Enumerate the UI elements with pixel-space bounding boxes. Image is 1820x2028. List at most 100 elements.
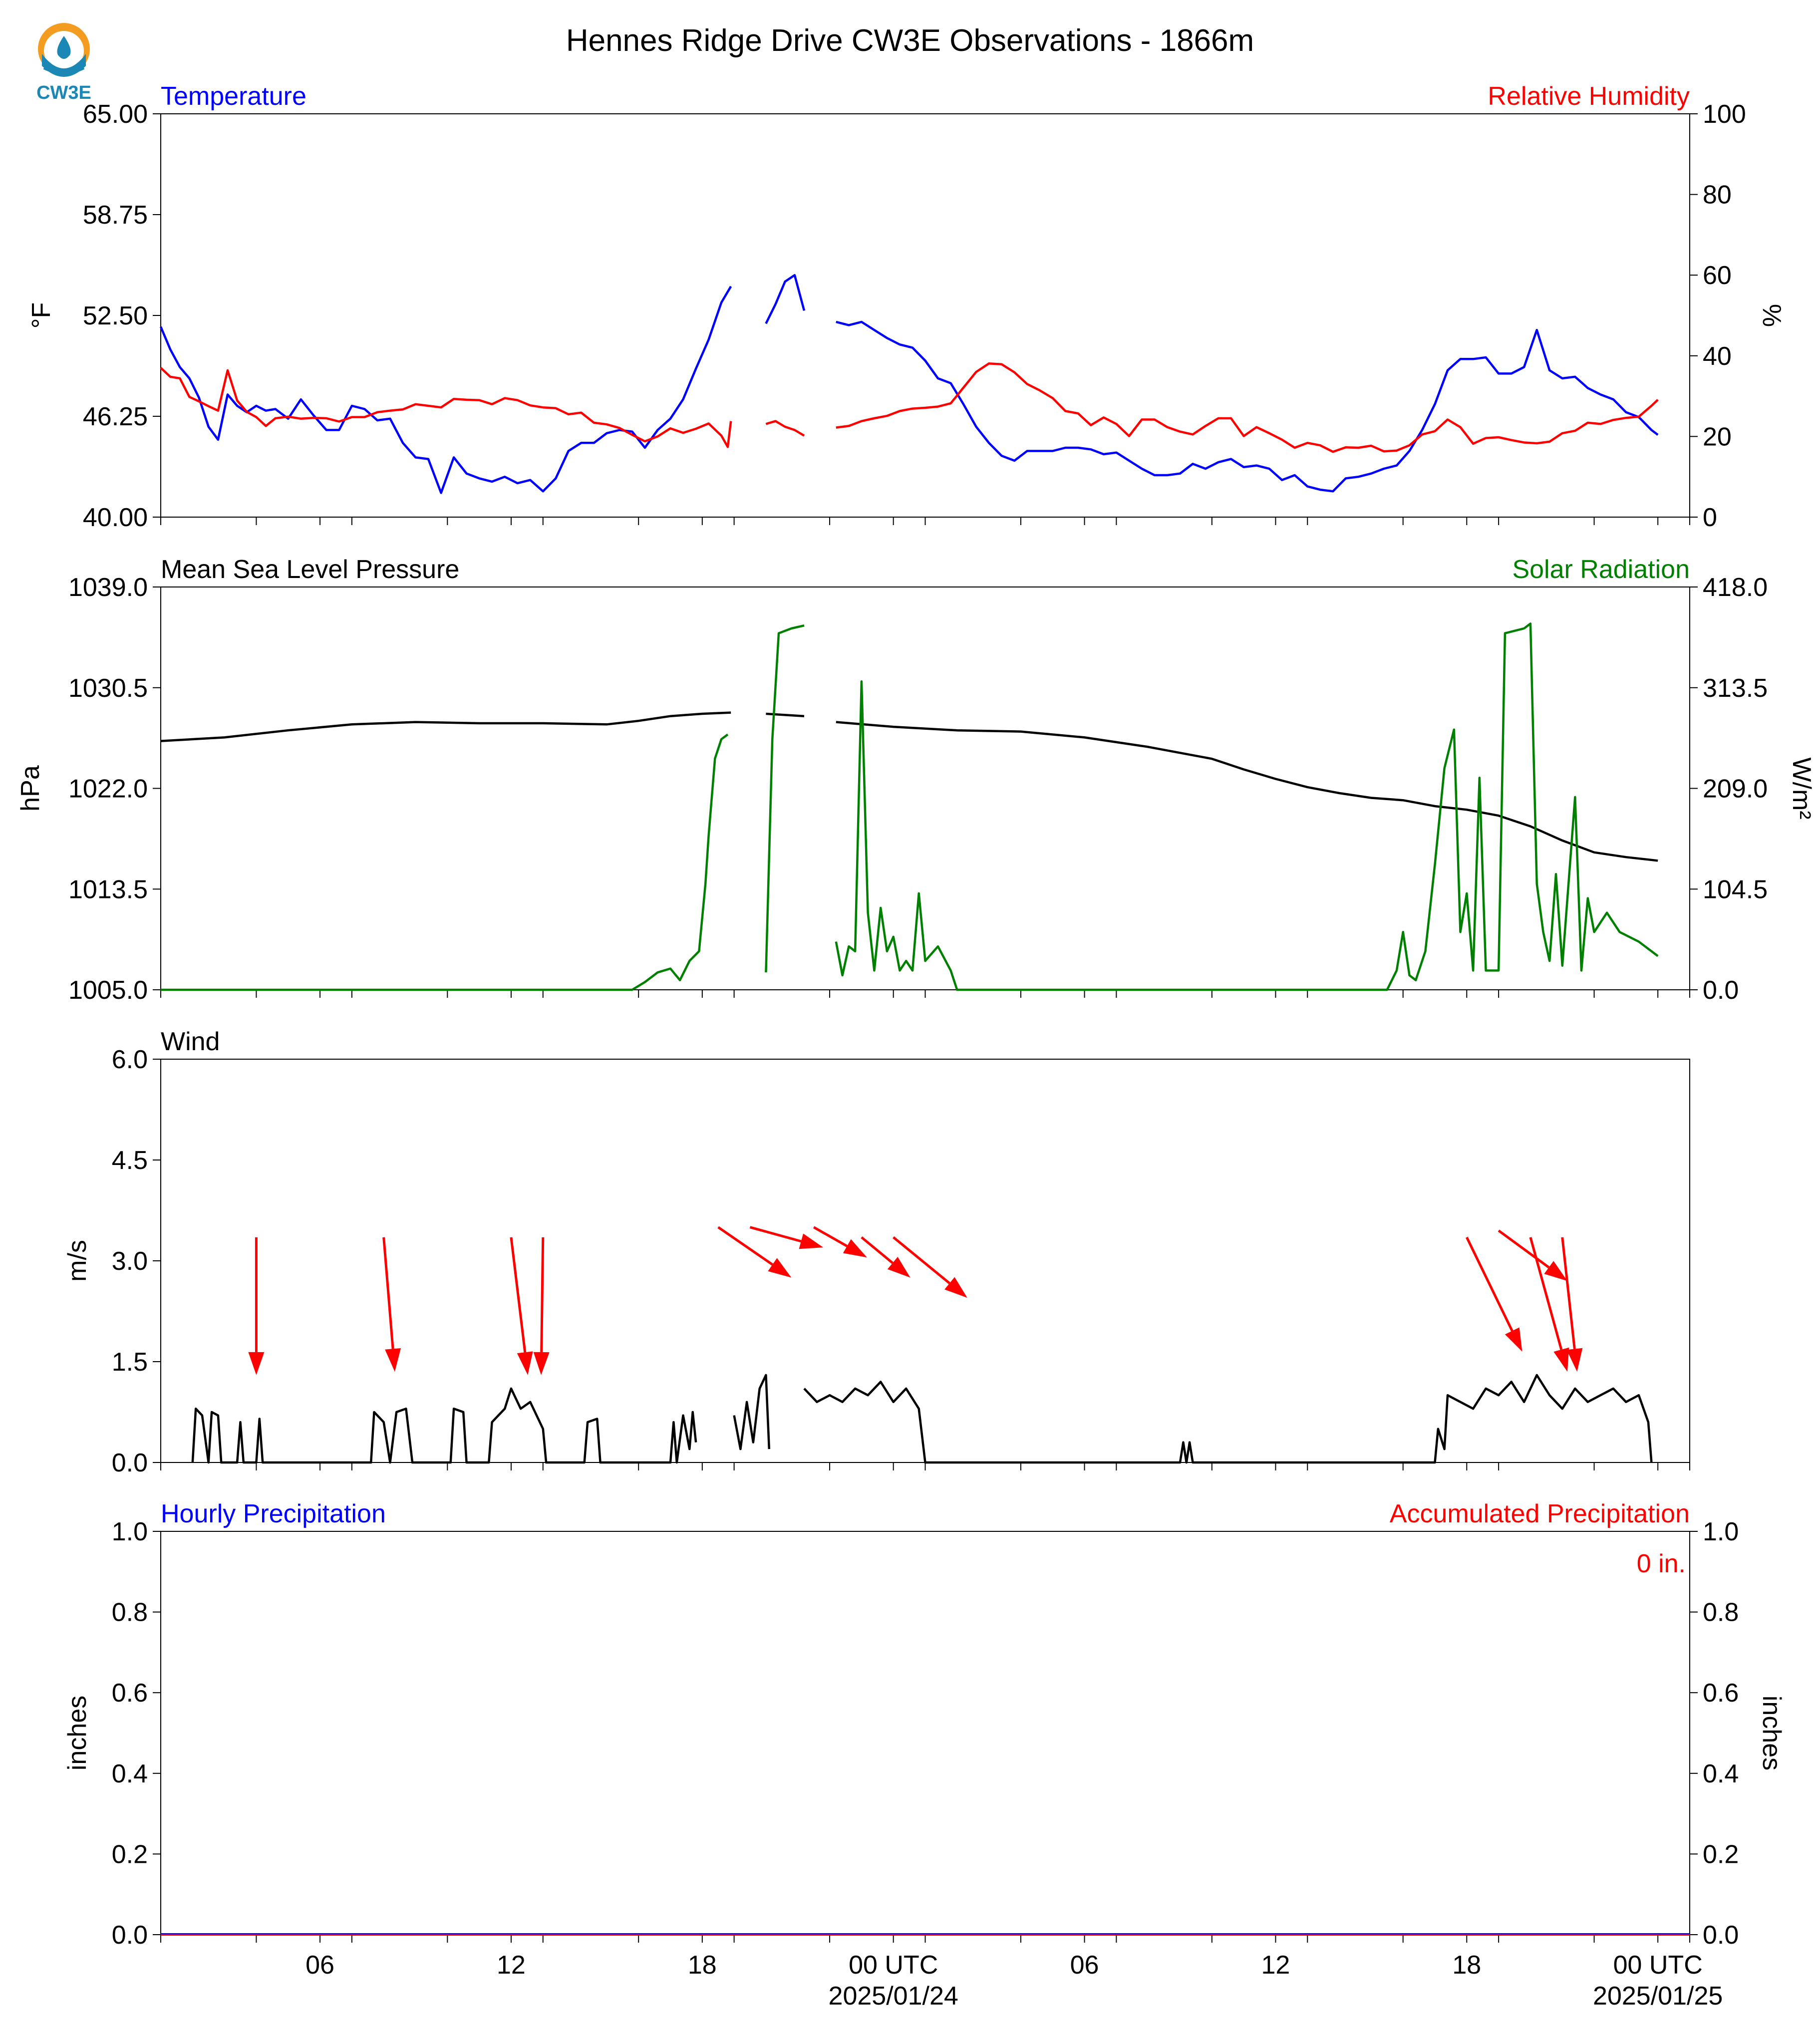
y-tick-label-right: 0 <box>1703 503 1717 532</box>
y-tick-label-right: 104.5 <box>1703 875 1768 904</box>
x-tick-label: 18 <box>1452 1951 1481 1980</box>
series-line-solar-radiation <box>161 733 729 991</box>
y-tick-label-right: 0.6 <box>1703 1679 1739 1708</box>
wind-arrow-shaft <box>1466 1236 1514 1332</box>
wind-arrow-shaft <box>749 1226 802 1243</box>
series-line-temperature <box>765 274 806 324</box>
panel-precipitation: Hourly Precipitation Accumulated Precipit… <box>63 1499 1786 2011</box>
y-tick-label: 6.0 <box>112 1045 148 1074</box>
accumulated-total-label: 0 in. <box>1637 1549 1686 1578</box>
wind-arrow-head <box>799 1233 824 1249</box>
y-tick-label: 4.5 <box>112 1146 148 1175</box>
series-line-relative-humidity <box>160 367 732 448</box>
logo-text: CW3E <box>36 82 91 103</box>
series-line-temperature <box>836 320 1659 493</box>
y-axis-label: hPa <box>16 765 45 812</box>
y-tick-label: 3.0 <box>112 1247 148 1276</box>
series-line-temperature <box>159 286 732 494</box>
y-tick-label: 0.8 <box>112 1598 148 1627</box>
wind-arrow-shaft <box>717 1226 773 1266</box>
panel-pressure-solar: Mean Sea Level Pressure Solar Radiation 10… <box>16 555 1816 1005</box>
y-tick-label-right: 0.0 <box>1703 976 1739 1005</box>
panel-left-title: Hourly Precipitation <box>161 1499 386 1528</box>
x-tick-label: 00 UTC <box>1613 1951 1703 1980</box>
panel-left-title: Wind <box>161 1027 220 1056</box>
panel-left-title: Mean Sea Level Pressure <box>161 555 459 584</box>
series-line-mean-sea-level-pressure <box>160 711 731 742</box>
panels: Temperature Relative Humidity 40.00 46.25 52… <box>16 82 1816 2011</box>
wind-arrow-shaft <box>1529 1237 1563 1350</box>
y-tick-label: 52.50 <box>83 301 148 330</box>
wind-arrow-shaft <box>861 1236 894 1264</box>
y-axis-label: m/s <box>63 1240 92 1282</box>
series-line-wind-speed <box>803 1374 1653 1464</box>
y-tick-label: 1.0 <box>112 1517 148 1546</box>
y-axis-label: °F <box>27 302 56 329</box>
y-tick-label: 1013.5 <box>68 875 148 904</box>
panel-left-title: Temperature <box>161 82 306 111</box>
y-tick-label: 1030.5 <box>68 674 148 703</box>
wind-arrow-head <box>944 1277 967 1298</box>
x-date-label: 2025/01/24 <box>829 1982 958 2011</box>
cw3e-logo: CW3E <box>29 18 99 103</box>
panel-right-title: Relative Humidity <box>1488 82 1690 111</box>
wind-arrow-head <box>1553 1347 1569 1372</box>
series-line-mean-sea-level-pressure <box>766 712 805 717</box>
y-tick-label-right: 100 <box>1703 100 1746 129</box>
series-line-mean-sea-level-pressure <box>836 721 1658 862</box>
y-tick-label-right: 1.0 <box>1703 1517 1739 1546</box>
wind-arrow-shaft <box>893 1236 950 1284</box>
y-tick-label-right: 0.2 <box>1703 1840 1739 1869</box>
series-line-relative-humidity <box>765 420 805 437</box>
plot-frame <box>160 1531 1690 1935</box>
series-line-solar-radiation <box>765 624 805 973</box>
y-tick-label: 46.25 <box>83 402 148 431</box>
figure-title: Hennes Ridge Drive CW3E Observations - 1… <box>566 23 1254 58</box>
y-tick-label: 0.6 <box>112 1679 148 1708</box>
x-date-label: 2025/01/25 <box>1593 1982 1723 2011</box>
y-axis-label-right: W/m² <box>1787 757 1816 819</box>
series-line-wind-speed <box>191 1387 697 1464</box>
y-tick-label-right: 313.5 <box>1703 674 1768 703</box>
wind-arrow-head <box>768 1258 792 1278</box>
x-tick-label: 06 <box>1070 1951 1099 1980</box>
wind-arrow-shaft <box>1561 1237 1576 1349</box>
y-tick-label: 1005.0 <box>68 976 148 1005</box>
y-tick-label-right: 209.0 <box>1703 775 1768 804</box>
plot-frame <box>160 113 1690 518</box>
wind-arrow-head <box>385 1348 401 1372</box>
series-line-relative-humidity <box>836 362 1659 453</box>
x-tick-label: 12 <box>1261 1951 1290 1980</box>
y-axis-label: inches <box>63 1696 92 1770</box>
y-tick-label: 1039.0 <box>68 573 148 602</box>
y-tick-label-right: 20 <box>1703 422 1732 451</box>
y-tick-label: 58.75 <box>83 201 148 230</box>
series-line-wind-speed <box>733 1374 771 1450</box>
wind-arrow-head <box>517 1351 533 1375</box>
wind-arrow-head <box>843 1239 867 1258</box>
wind-arrow-head <box>1544 1261 1567 1281</box>
wind-arrow-shaft <box>382 1237 394 1349</box>
y-axis-label-right: % <box>1757 304 1786 327</box>
panel-right-title: Solar Radiation <box>1512 555 1690 584</box>
y-tick-label-right: 80 <box>1703 181 1732 210</box>
wind-arrow-head <box>533 1352 550 1375</box>
y-tick-label: 0.0 <box>112 1921 148 1950</box>
y-axis-label-right: inches <box>1757 1696 1786 1770</box>
y-tick-label: 0.0 <box>112 1449 148 1477</box>
y-tick-label: 0.4 <box>112 1759 148 1788</box>
series-line-solar-radiation <box>835 622 1659 991</box>
y-tick-label-right: 0.4 <box>1703 1759 1739 1788</box>
wind-arrow-shaft <box>1498 1229 1550 1269</box>
y-tick-label: 0.2 <box>112 1840 148 1869</box>
panel-temperature-humidity: Temperature Relative Humidity 40.00 46.25 52… <box>27 82 1786 532</box>
y-tick-label-right: 0.8 <box>1703 1598 1739 1627</box>
wind-arrow-head <box>248 1352 265 1375</box>
y-tick-label: 1.5 <box>112 1348 148 1377</box>
wind-arrow-head <box>1566 1348 1583 1372</box>
wind-arrow-shaft <box>510 1237 527 1353</box>
x-tick-label: 12 <box>497 1951 526 1980</box>
x-tick-label: 00 UTC <box>849 1951 938 1980</box>
wind-arrow-head <box>887 1257 910 1278</box>
